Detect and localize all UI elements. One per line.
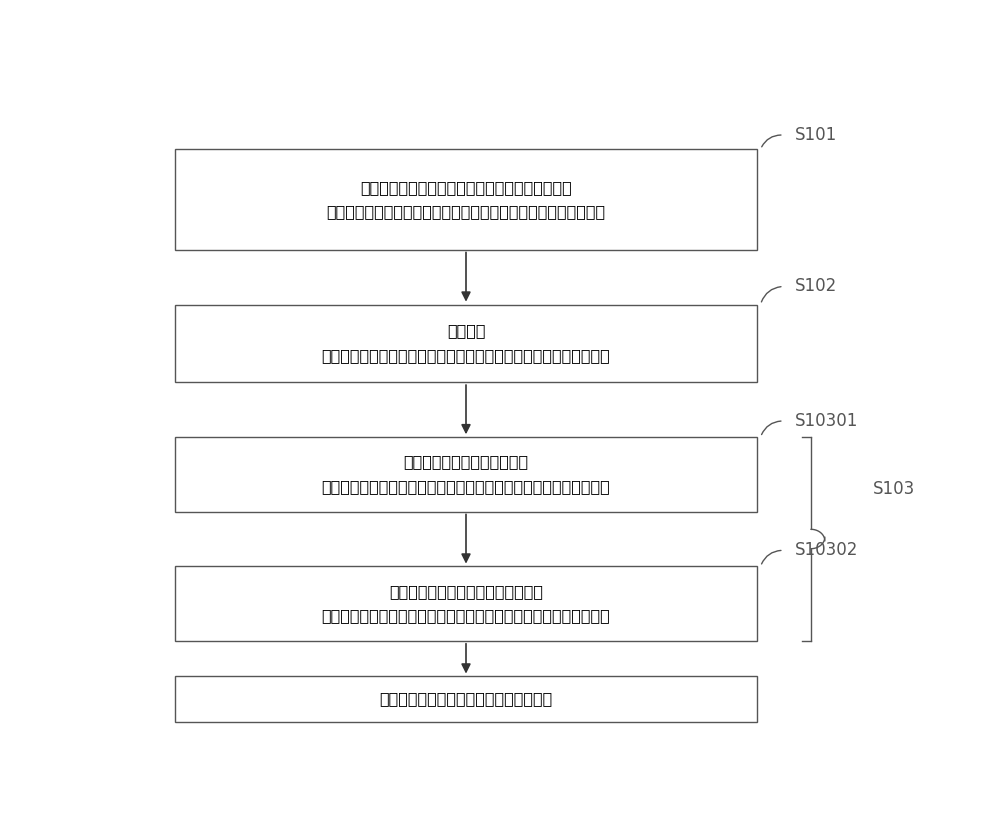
FancyBboxPatch shape — [175, 305, 757, 382]
FancyBboxPatch shape — [175, 566, 757, 641]
Text: 基于所述最大扭矩值以及电机的系统温度调整系数确定所述电机的扭: 基于所述最大扭矩值以及电机的系统温度调整系数确定所述电机的扭 — [322, 348, 610, 363]
Text: 矩许可值: 矩许可值 — [447, 323, 485, 339]
Text: S103: S103 — [873, 480, 915, 498]
FancyBboxPatch shape — [175, 437, 757, 512]
Text: 根据作业机械的输入端电源参数、冷却系统参数以及电机的当前转: 根据作业机械的输入端电源参数、冷却系统参数以及电机的当前转 — [326, 204, 606, 219]
Text: S101: S101 — [795, 126, 838, 144]
Text: 确定为所述扭矩限制值对应的参数值: 确定为所述扭矩限制值对应的参数值 — [389, 584, 543, 599]
FancyBboxPatch shape — [175, 150, 757, 249]
Text: 若所述扭矩设定值大于或等于所述扭矩许可值，则将所述扭矩许可值: 若所述扭矩设定值大于或等于所述扭矩许可值，则将所述扭矩许可值 — [322, 608, 610, 623]
Text: 所述扭矩限制值对应的参数值: 所述扭矩限制值对应的参数值 — [403, 454, 529, 470]
Text: 速，确定所述电机在所述当前转速下的最大扭矩值: 速，确定所述电机在所述当前转速下的最大扭矩值 — [360, 180, 572, 195]
Text: S102: S102 — [795, 277, 838, 296]
Text: S10302: S10302 — [795, 541, 859, 559]
Text: 若所述扭矩设定值小于所述扭矩许可值，则将所述扭矩设定值确定为: 若所述扭矩设定值小于所述扭矩许可值，则将所述扭矩设定值确定为 — [322, 479, 610, 494]
FancyBboxPatch shape — [175, 676, 757, 722]
Text: 基于所述扭矩限制值控制所述电机的运行: 基于所述扭矩限制值控制所述电机的运行 — [379, 691, 553, 706]
Text: S10301: S10301 — [795, 412, 859, 430]
